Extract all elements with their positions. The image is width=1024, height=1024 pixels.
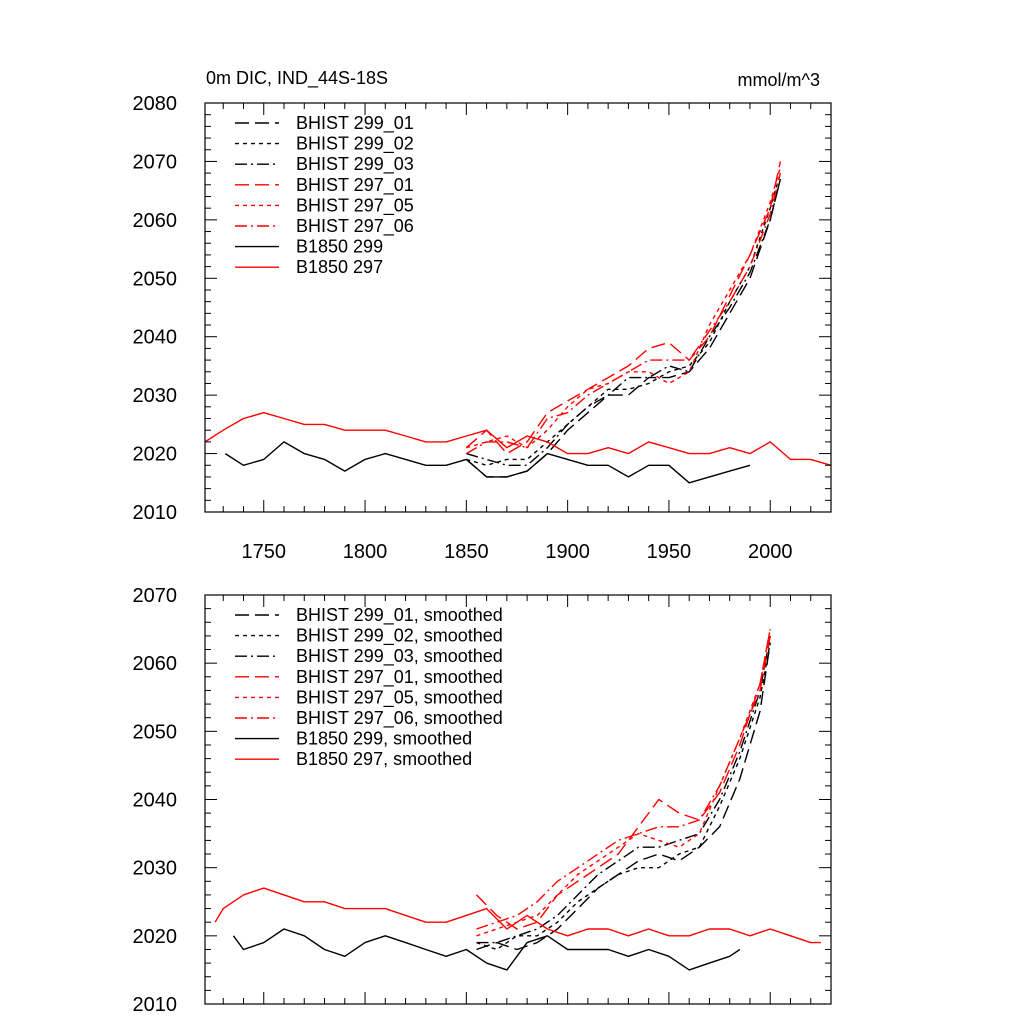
top-ytick-label: 2080 [133, 93, 178, 115]
top-ytick-label: 2070 [133, 151, 178, 173]
top-ytick-label: 2010 [133, 502, 178, 524]
top-series-bhist-299-03 [466, 178, 782, 466]
top-xtick-label: 2000 [748, 541, 793, 563]
bottom-ytick-label: 2050 [133, 721, 178, 743]
bottom-legend-label: BHIST 297_05, smoothed [296, 687, 503, 708]
top-legend-label: BHIST 299_03 [296, 154, 414, 175]
top-legend-label: BHIST 299_02 [296, 134, 414, 155]
top-legend-label: BHIST 297_05 [296, 195, 414, 216]
top-series-bhist-297-05 [466, 167, 782, 449]
top-xtick-label: 1950 [647, 541, 692, 563]
bottom-ytick-label: 2070 [133, 585, 178, 607]
top-panel-axes: 2010 2020 2030 2040 2050 2060 2070 2080 1750 1800… [133, 93, 832, 563]
bottom-legend-label: BHIST 299_02, smoothed [296, 626, 503, 647]
bottom-legend-label: B1850 299, smoothed [296, 729, 472, 749]
top-series-bhist-297-01 [465, 161, 782, 455]
bottom-panel-plot-area [214, 628, 821, 971]
bottom-ytick-label: 2040 [133, 790, 178, 812]
top-panel-title: 0m DIC, IND_44S-18S [206, 68, 388, 89]
top-series-bhist-299-02 [466, 172, 782, 466]
bottom-series-bhist-297-06-smoothed [476, 635, 771, 930]
top-legend-label: B1850 297 [296, 257, 383, 277]
top-legend-label: BHIST 297_06 [296, 216, 414, 237]
bottom-legend-label: BHIST 299_03, smoothed [296, 646, 503, 667]
bottom-legend-label: BHIST 297_06, smoothed [296, 708, 503, 729]
bottom-panel: 2010 2020 2030 2040 2050 2060 2070 BHIST 299_0… [133, 585, 832, 1016]
top-ytick-label: 2040 [133, 327, 178, 349]
bottom-ytick-label: 2060 [133, 653, 178, 675]
bottom-series-b1850-299-smoothed [232, 928, 741, 971]
bottom-legend-label: B1850 297, smoothed [296, 749, 472, 769]
bottom-series-b1850-297-smoothed [214, 887, 821, 944]
bottom-series-bhist-299-01-smoothed [476, 642, 771, 951]
top-xtick-label: 1800 [343, 541, 388, 563]
bottom-legend-label: BHIST 299_01, smoothed [296, 605, 503, 626]
top-series-b1850-299 [224, 441, 751, 484]
top-xtick-label: 1750 [242, 541, 287, 563]
top-panel-frame [204, 102, 832, 513]
bottom-ytick-label: 2030 [133, 858, 178, 880]
top-ytick-label: 2060 [133, 210, 178, 232]
bottom-series-bhist-297-01-smoothed [476, 628, 771, 930]
top-xtick-label: 1900 [545, 541, 590, 563]
top-legend-label: BHIST 299_01 [296, 113, 414, 134]
top-ytick-label: 2020 [133, 444, 178, 466]
top-series-bhist-297-06 [465, 172, 782, 455]
top-legend-label: B1850 299 [296, 237, 383, 257]
top-series-b1850-297 [204, 412, 832, 466]
bottom-ytick-label: 2010 [133, 994, 178, 1016]
top-xtick-label: 1850 [444, 541, 489, 563]
bottom-panel-axes: 2010 2020 2030 2040 2050 2060 2070 [133, 585, 832, 1016]
top-ytick-label: 2050 [133, 268, 178, 290]
top-legend-label: BHIST 297_01 [296, 175, 414, 196]
bottom-legend-label: BHIST 297_01, smoothed [296, 667, 503, 688]
top-panel: 0m DIC, IND_44S-18S mmol/m^3 2010 2020 203… [133, 68, 832, 563]
bottom-series-bhist-299-03-smoothed [476, 635, 771, 944]
bottom-ytick-label: 2020 [133, 926, 178, 948]
top-series-bhist-299-01 [465, 178, 782, 478]
top-ytick-label: 2030 [133, 385, 178, 407]
top-panel-plot-area [204, 161, 832, 484]
bottom-series-bhist-299-02-smoothed [476, 642, 771, 951]
top-panel-units: mmol/m^3 [738, 70, 820, 90]
